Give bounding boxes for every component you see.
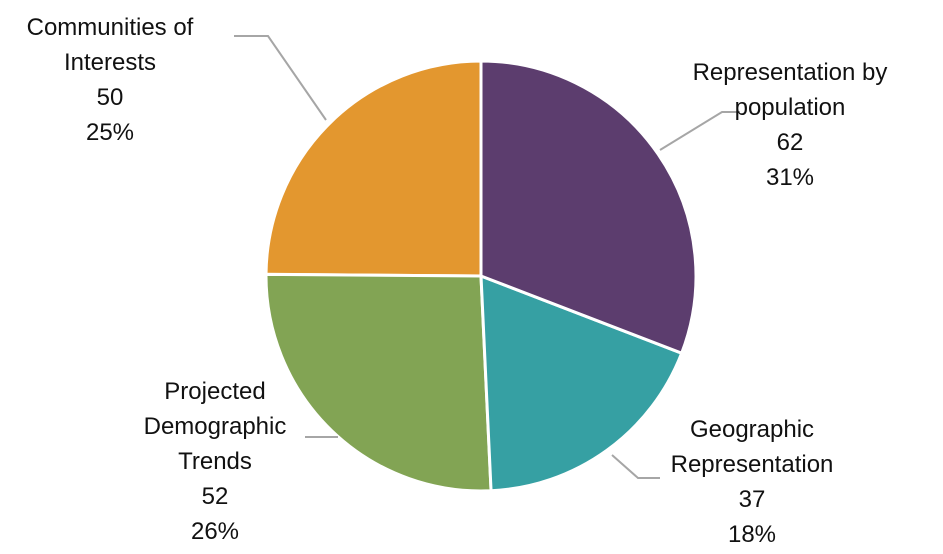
category-label: Projected Demographic Trends xyxy=(143,378,287,475)
data-label: Geographic Representation 37 18% xyxy=(652,412,852,552)
value-label: 50 xyxy=(96,84,124,111)
percent-label: 25% xyxy=(85,119,135,146)
leader-line xyxy=(611,454,660,479)
pie-slice xyxy=(479,273,684,493)
percent-label: 18% xyxy=(727,521,777,548)
category-label: Representation by population xyxy=(692,59,888,121)
pie-slice xyxy=(264,272,493,493)
data-label: Communities of Interests 50 25% xyxy=(10,10,210,150)
category-label: Geographic Representation xyxy=(670,416,834,478)
category-label: Communities of Interests xyxy=(26,14,194,76)
leader-line xyxy=(234,35,327,121)
data-label: Representation by population 62 31% xyxy=(690,55,890,195)
value-label: 62 xyxy=(776,129,804,156)
percent-label: 31% xyxy=(765,164,815,191)
percent-label: 26% xyxy=(190,518,240,545)
leader-line xyxy=(659,111,740,151)
pie-slice xyxy=(479,59,698,356)
value-label: 52 xyxy=(201,483,229,510)
data-label: Projected Demographic Trends 52 26% xyxy=(130,374,300,549)
value-label: 37 xyxy=(738,486,766,513)
pie-slice xyxy=(264,59,483,278)
